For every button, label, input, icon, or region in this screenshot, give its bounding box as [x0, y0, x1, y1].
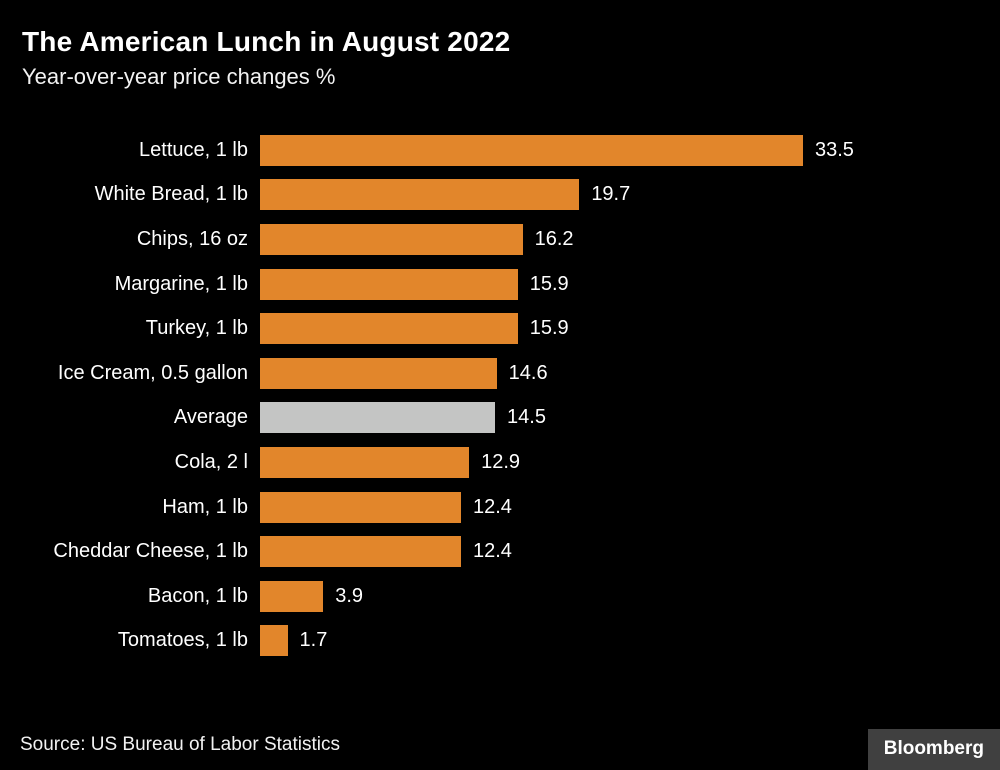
category-label: Bacon, 1 lb [147, 584, 248, 607]
value-label: 12.4 [472, 540, 512, 563]
bar [260, 446, 470, 478]
bar [260, 625, 288, 657]
bar [260, 134, 803, 166]
value-label: 3.9 [335, 584, 364, 607]
bar [260, 357, 497, 389]
bar-row: Average 14.5 [0, 396, 1000, 441]
bar-track: 12.4 [260, 491, 1000, 523]
bar-average [260, 402, 496, 434]
bar-row: Ham, 1 lb 12.4 [0, 485, 1000, 530]
category-label: Tomatoes, 1 lb [117, 629, 248, 652]
bar-row: Margarine, 1 lb 15.9 [0, 262, 1000, 307]
bar [260, 223, 523, 255]
category-label: Cola, 2 l [174, 450, 248, 473]
category-label: Ham, 1 lb [162, 495, 248, 518]
bar-track: 14.6 [260, 357, 1000, 389]
bar-track: 12.9 [260, 446, 1000, 478]
category-label: Cheddar Cheese, 1 lb [53, 540, 248, 563]
value-label: 15.9 [529, 272, 569, 295]
category-label: Turkey, 1 lb [145, 317, 248, 340]
bar-row: Cheddar Cheese, 1 lb 12.4 [0, 529, 1000, 574]
value-label: 12.9 [481, 450, 521, 473]
bar-track: 12.4 [260, 536, 1000, 568]
value-label: 15.9 [529, 317, 569, 340]
category-label: Margarine, 1 lb [114, 272, 248, 295]
value-label: 33.5 [815, 138, 854, 161]
bar [260, 313, 518, 345]
category-label: Chips, 16 oz [136, 227, 248, 250]
bar [260, 268, 518, 300]
chart-subtitle: Year-over-year price changes % [22, 64, 336, 90]
value-label: 12.4 [472, 495, 512, 518]
bar-track: 14.5 [260, 402, 1000, 434]
bar [260, 536, 461, 568]
bar-track: 1.7 [260, 625, 1000, 657]
bar-rows: Lettuce, 1 lb 33.5 White Bread, 1 lb 19.7 Ch… [0, 128, 1000, 663]
bar [260, 580, 324, 612]
bar-track: 16.2 [260, 223, 1000, 255]
source-note: Source: US Bureau of Labor Statistics [20, 734, 340, 755]
category-label: Lettuce, 1 lb [139, 138, 248, 161]
category-label: White Bread, 1 lb [94, 183, 248, 206]
bar-track: 33.5 [260, 134, 1000, 166]
bar-row: Chips, 16 oz 16.2 [0, 217, 1000, 262]
chart-header: The American Lunch in August 2022 Year-o… [0, 0, 1000, 90]
bar-row: Tomatoes, 1 lb 1.7 [0, 619, 1000, 664]
bar-track: 3.9 [260, 580, 1000, 612]
bar [260, 179, 580, 211]
category-label: Ice Cream, 0.5 gallon [57, 361, 248, 384]
bar-track: 15.9 [260, 268, 1000, 300]
chart-title: The American Lunch in August 2022 [22, 26, 511, 57]
value-label: 1.7 [299, 629, 328, 652]
bar-row: Ice Cream, 0.5 gallon 14.6 [0, 351, 1000, 396]
bloomberg-logo: Bloomberg [867, 729, 1000, 770]
bar-row: Bacon, 1 lb 3.9 [0, 574, 1000, 619]
bar-row: White Bread, 1 lb 19.7 [0, 173, 1000, 218]
bar-track: 15.9 [260, 313, 1000, 345]
value-label: 14.5 [507, 406, 546, 429]
bar-row: Turkey, 1 lb 15.9 [0, 306, 1000, 351]
bar-track: 19.7 [260, 179, 1000, 211]
bar-row: Lettuce, 1 lb 33.5 [0, 128, 1000, 173]
value-label: 16.2 [534, 227, 574, 250]
value-label: 19.7 [591, 183, 631, 206]
bar-row: Cola, 2 l 12.9 [0, 440, 1000, 485]
category-label: Average [173, 406, 248, 429]
value-label: 14.6 [508, 361, 548, 384]
bar [260, 491, 461, 523]
